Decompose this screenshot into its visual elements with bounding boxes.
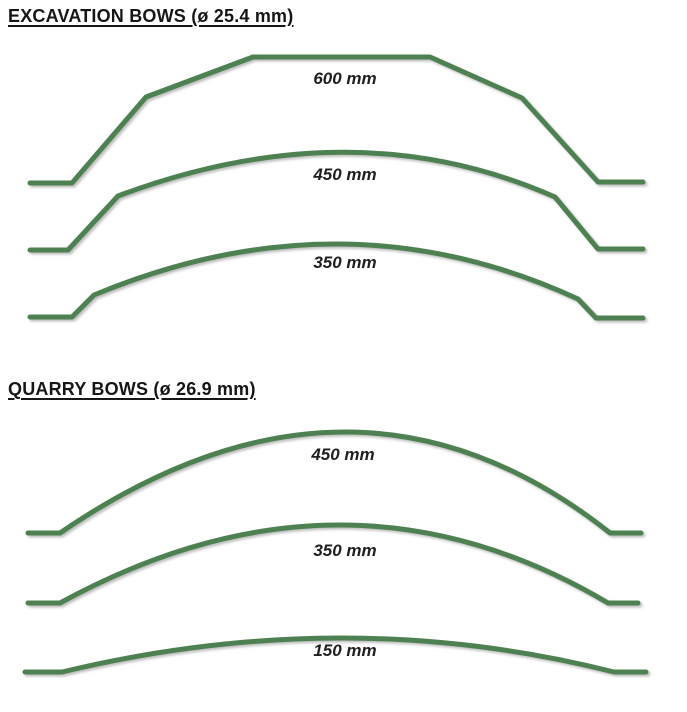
- excavation-bow-450-label: 450 mm: [312, 165, 376, 184]
- excavation-bow-350-label: 350 mm: [313, 253, 376, 272]
- excavation-bow-350-shape: [27, 241, 646, 321]
- excavation-bow-600-shape: [27, 54, 646, 186]
- quarry-bow-150-shape: [22, 635, 649, 675]
- quarry-bow-350-shape: [25, 522, 641, 606]
- excavation-bow-450-shape: [27, 149, 646, 253]
- quarry-bow-350-label: 350 mm: [313, 541, 376, 560]
- quarry-bow-450-label: 450 mm: [310, 445, 374, 464]
- section-title-quarry: QUARRY BOWS (ø 26.9 mm): [8, 379, 256, 399]
- section-title-excavation: EXCAVATION BOWS (ø 25.4 mm): [8, 6, 294, 26]
- quarry-bow-150-label: 150 mm: [313, 641, 376, 660]
- quarry-bow-450-shape: [25, 429, 644, 536]
- excavation-bow-600-label: 600 mm: [313, 69, 376, 88]
